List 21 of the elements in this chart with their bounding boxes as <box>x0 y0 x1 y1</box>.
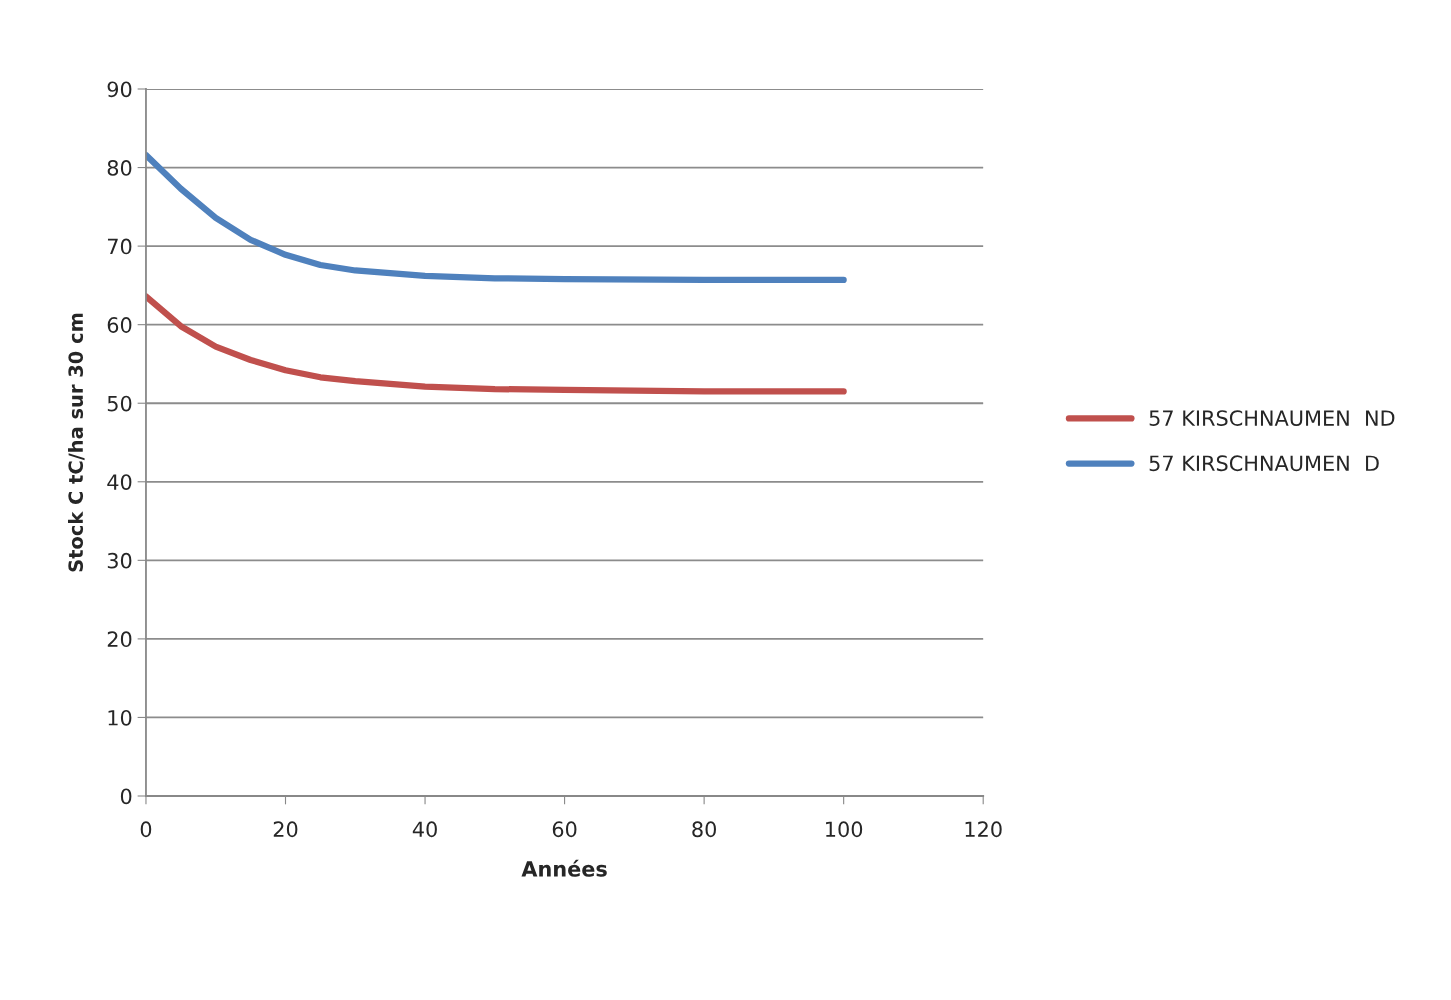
y-tick-label: 70 <box>107 238 132 255</box>
x-tick-label: 40 <box>412 821 437 838</box>
y-tick-label: 10 <box>108 709 132 726</box>
y-tick-label: 0 <box>120 788 132 805</box>
x-tick-label: 100 <box>826 821 863 838</box>
y-tick-label: 60 <box>107 317 132 333</box>
y-tick-label: 50 <box>107 395 132 412</box>
y-axis-title: Stock C tC/ha sur 30 cm <box>68 313 85 572</box>
x-tick-label: 60 <box>552 821 577 838</box>
x-tick-label: 80 <box>692 821 716 838</box>
y-tick-label: 90 <box>107 81 132 98</box>
y-tick-label: 40 <box>107 474 132 490</box>
y-tick-label: 80 <box>107 160 132 176</box>
legend-label: 57 KIRSCHNAUMEN ND <box>1149 410 1395 426</box>
x-tick-label: 120 <box>965 821 1002 838</box>
legend-label: 57 KIRSCHNAUMEN D <box>1149 455 1379 472</box>
y-tick-label: 20 <box>107 631 132 648</box>
y-tick-label: 30 <box>107 552 132 569</box>
x-tick-label: 20 <box>273 821 298 838</box>
x-axis-title: Années <box>521 859 607 877</box>
x-tick-label: 0 <box>140 821 152 838</box>
